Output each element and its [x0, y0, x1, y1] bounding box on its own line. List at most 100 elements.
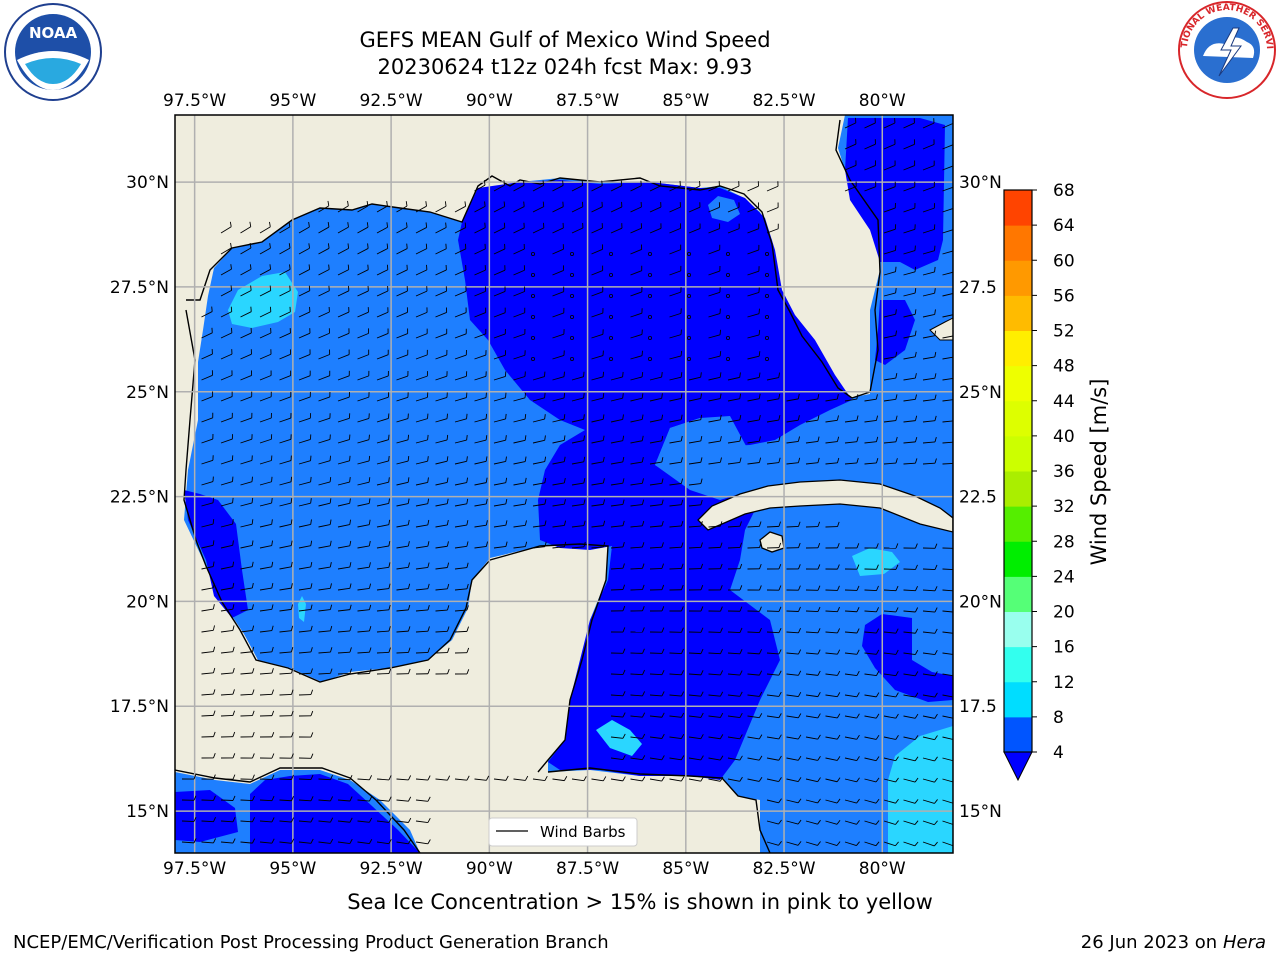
wind-barb-flag	[895, 351, 898, 357]
wind-barb	[376, 205, 388, 213]
wind-barb	[903, 271, 916, 276]
wind-barb-flag	[681, 733, 685, 739]
wind-barb	[571, 525, 584, 528]
wind-barb	[766, 377, 779, 381]
wind-barb	[708, 185, 720, 192]
wind-barb	[942, 165, 953, 171]
wind-barb	[357, 439, 370, 444]
wind-barb-flag	[895, 820, 899, 825]
mexico-west-coastline	[183, 309, 609, 773]
wind-barb-flag	[856, 756, 860, 761]
wind-barb	[630, 270, 642, 276]
wind-barb	[864, 778, 877, 783]
wind-barb	[337, 460, 350, 465]
wind-barb-flag	[563, 392, 566, 398]
wind-barb-flag	[388, 477, 390, 483]
calm-marker	[765, 356, 770, 361]
wind-barb-flag	[310, 519, 312, 525]
wind-barb-flag	[876, 458, 879, 464]
wind-barb	[903, 377, 916, 381]
wind-barb	[727, 206, 740, 213]
wind-barb-flag	[544, 775, 548, 781]
wind-barb	[435, 418, 448, 423]
wind-barb	[396, 778, 409, 781]
wind-barb	[903, 778, 916, 783]
wind-barb	[357, 502, 370, 507]
wind-barb	[786, 419, 799, 423]
wind-barb-flag	[330, 796, 334, 802]
wind-barb-flag	[797, 734, 802, 740]
wind-barb-flag	[505, 541, 508, 547]
wind-barb-flag	[720, 712, 724, 718]
wind-barb-flag	[368, 519, 371, 525]
wind-barb-flag	[817, 670, 821, 676]
wind-barb	[454, 269, 467, 276]
wind-barb	[786, 440, 799, 444]
wind-barb	[922, 757, 935, 762]
wind-barb-flag	[739, 372, 741, 378]
wind-barb	[630, 419, 643, 423]
wind-barb	[844, 631, 857, 634]
wind-barb-flag	[836, 415, 839, 421]
wind-barb	[259, 820, 272, 823]
wind-barb	[240, 247, 252, 255]
wind-barb	[376, 418, 389, 423]
wind-barb	[864, 398, 877, 402]
wind-barb	[844, 143, 857, 150]
wind-barb	[513, 227, 525, 234]
wind-barb-flag	[251, 561, 254, 567]
wind-barb	[883, 377, 896, 381]
wind-barb-flag	[447, 668, 450, 674]
wind-barb	[844, 694, 857, 698]
wind-barb-flag	[427, 775, 431, 781]
wind-barb	[181, 841, 195, 844]
wind-barb-flag	[407, 498, 410, 504]
colorbar-tick-label-13: 16	[1053, 638, 1075, 658]
wind-barb	[259, 523, 272, 528]
wind-barb-flag	[875, 798, 880, 804]
wind-barb-flag	[368, 604, 372, 610]
wind-barb	[552, 248, 564, 255]
wind-barb-flag	[915, 564, 918, 570]
wind-barb	[942, 250, 953, 255]
wind-barb	[669, 334, 682, 339]
wind-barb	[532, 418, 545, 423]
calm-marker	[726, 272, 731, 277]
wind-barb-flag	[388, 455, 390, 462]
wind-barb	[220, 226, 232, 234]
wind-barb	[240, 268, 252, 276]
wind-barb-flag	[229, 221, 232, 227]
wind-barb-flag	[895, 458, 898, 464]
wind-barb-flag	[369, 647, 372, 653]
wind-barb-flag	[836, 734, 841, 740]
wind-barb-flag	[914, 713, 919, 719]
wind-barb-flag	[700, 521, 703, 527]
wind-barb-flag	[505, 413, 507, 419]
wind-barb-flag	[249, 221, 252, 227]
wind-barb	[786, 525, 799, 528]
wind-barb-flag	[330, 668, 333, 674]
wind-barb-flag	[797, 755, 802, 761]
calm-marker	[531, 251, 536, 256]
calm-marker	[687, 272, 692, 277]
wind-barb	[552, 461, 565, 465]
wind-barb	[415, 460, 428, 465]
wind-barb	[376, 778, 390, 781]
wind-barb-flag	[427, 541, 430, 547]
wind-barb	[649, 546, 663, 549]
wind-barb	[396, 799, 409, 802]
wind-barb-flag	[622, 563, 625, 569]
wind-barb	[493, 206, 505, 213]
wind-barb-flag	[466, 456, 468, 462]
wind-barb-flag	[230, 285, 233, 291]
wind-barb-flag	[427, 626, 430, 632]
wind-barb-flag	[308, 221, 310, 228]
wind-barb-flag	[914, 394, 917, 400]
wind-barb-flag	[661, 499, 664, 505]
wind-barb-flag	[895, 287, 897, 294]
wind-barb-flag	[193, 774, 197, 780]
wind-barb	[688, 206, 701, 213]
wind-barb	[474, 354, 486, 360]
wind-barb	[376, 269, 388, 276]
wind-barb-flag	[330, 647, 333, 653]
